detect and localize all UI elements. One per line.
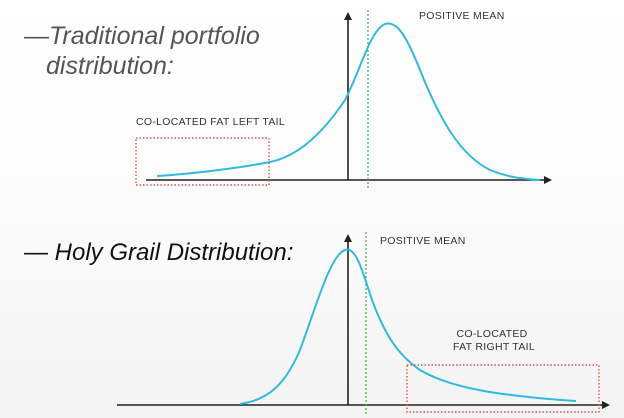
heading-line-1: Traditional portfolio: [49, 22, 260, 50]
holy-grail-distribution-curve: [239, 248, 577, 405]
bottom-positive-mean-label: POSITIVE MEAN: [380, 235, 466, 247]
fat-left-tail-label: CO-LOCATED FAT LEFT TAIL: [136, 116, 285, 128]
fat-right-tail-label-line-1: CO-LOCATED: [456, 328, 528, 340]
fat-right-tail-label-line-2: FAT RIGHT TAIL: [453, 341, 535, 353]
traditional-distribution-curve: [156, 22, 541, 181]
heading-dash: —: [24, 22, 49, 50]
top-positive-mean-label: POSITIVE MEAN: [419, 10, 505, 22]
top-distribution-chart: [135, 10, 552, 190]
heading-line-2: distribution:: [46, 52, 174, 80]
fat-left-tail-box: [135, 137, 270, 186]
holy-grail-distribution-heading: — Holy Grail Distribution:: [24, 239, 294, 266]
traditional-distribution-heading: —Traditional portfolio distribution:: [24, 21, 260, 81]
bottom-distribution-chart: [117, 232, 610, 414]
fat-right-tail-box: [406, 364, 600, 413]
